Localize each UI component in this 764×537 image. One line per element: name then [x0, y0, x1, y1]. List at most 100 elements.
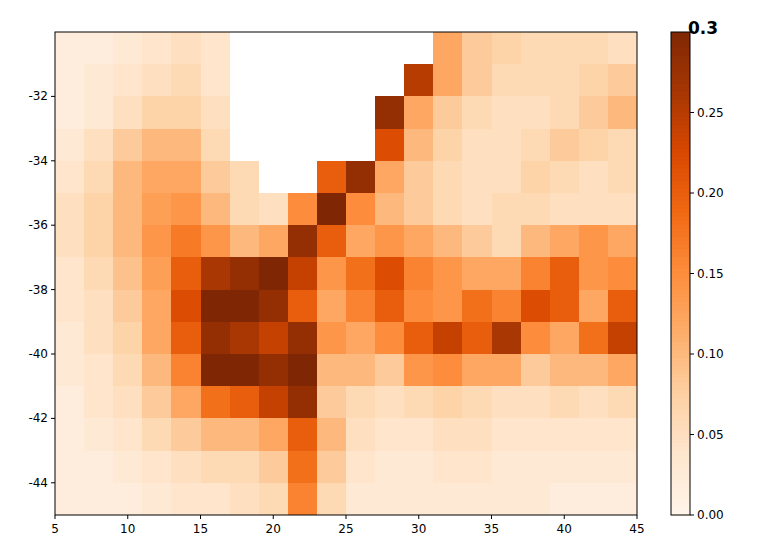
colorbar-step: [671, 503, 690, 508]
heat-cell: [550, 290, 580, 323]
y-tick: [51, 289, 55, 290]
heat-cell: [404, 354, 434, 387]
y-tick-label: -38: [28, 283, 48, 297]
colorbar-step: [671, 487, 690, 492]
heat-cell: [462, 322, 492, 355]
colorbar-step: [671, 326, 690, 331]
colorbar-frame: [671, 32, 690, 515]
heat-cell: [521, 418, 551, 451]
x-tick-label: 35: [484, 522, 499, 536]
heat-cell: [492, 483, 522, 515]
colorbar-step: [671, 406, 690, 411]
heat-cell: [550, 451, 580, 484]
colorbar-step: [671, 117, 690, 122]
heat-cell: [492, 354, 522, 387]
heat-cell: [113, 129, 143, 162]
heat-cell: [433, 386, 463, 419]
x-tick-label: 45: [629, 522, 644, 536]
heat-cell: [171, 290, 201, 323]
colorbar-step: [671, 100, 690, 105]
colorbar-step: [671, 463, 690, 468]
colorbar-step: [671, 84, 690, 89]
heat-cell: [317, 483, 347, 515]
heat-cell: [259, 322, 289, 355]
colorbar-step: [671, 265, 690, 270]
heat-cell: [462, 354, 492, 387]
heat-cell: [84, 290, 114, 323]
heat-cell: [462, 64, 492, 97]
colorbar-tick: [690, 354, 694, 355]
heat-cell: [608, 129, 637, 162]
heat-cell: [142, 96, 172, 129]
heat-cell: [201, 161, 231, 194]
colorbar-step: [671, 370, 690, 375]
colorbar-step: [671, 390, 690, 395]
colorbar-step: [671, 507, 690, 512]
heat-cell: [579, 418, 609, 451]
heat-cell: [55, 64, 85, 97]
colorbar-step: [671, 108, 690, 113]
heat-cell: [142, 354, 172, 387]
colorbar-step: [671, 455, 690, 460]
heat-cell: [608, 161, 637, 194]
colorbar-step: [671, 310, 690, 315]
heat-cell: [142, 129, 172, 162]
y-tick-label: -34: [28, 154, 48, 168]
colorbar-step: [671, 96, 690, 101]
heat-cell: [259, 483, 289, 515]
colorbar-step: [671, 354, 690, 359]
heat-cell: [317, 418, 347, 451]
heat-cell: [492, 322, 522, 355]
x-tick: [55, 515, 56, 519]
heat-cell: [346, 483, 376, 515]
heat-cell: [171, 322, 201, 355]
colorbar-step: [671, 241, 690, 246]
colorbar-step: [671, 459, 690, 464]
colorbar-step: [671, 229, 690, 234]
heat-cell: [521, 290, 551, 323]
heat-cell: [201, 96, 231, 129]
heat-cell: [288, 290, 318, 323]
heat-cell: [375, 322, 405, 355]
x-tick: [637, 515, 638, 519]
heat-cell: [404, 322, 434, 355]
heat-cell: [84, 193, 114, 226]
colorbar-step: [671, 153, 690, 158]
colorbar-step: [671, 68, 690, 73]
heat-cell: [113, 64, 143, 97]
heat-cell: [259, 386, 289, 419]
colorbar-tick-label: 0.3: [688, 18, 718, 38]
heat-cell: [375, 483, 405, 515]
heat-cell: [55, 418, 85, 451]
colorbar-tick: [690, 273, 694, 274]
colorbar-step: [671, 439, 690, 444]
heat-cell: [142, 32, 172, 65]
heat-cell: [317, 354, 347, 387]
colorbar-step: [671, 382, 690, 387]
colorbar-step: [671, 40, 690, 45]
heat-cell: [404, 386, 434, 419]
heat-cell: [113, 290, 143, 323]
heat-cell: [579, 161, 609, 194]
colorbar-step: [671, 225, 690, 230]
heat-cell: [317, 225, 347, 258]
heat-cell: [433, 483, 463, 515]
colorbar-step: [671, 213, 690, 218]
colorbar-step: [671, 422, 690, 427]
heat-cell: [550, 418, 580, 451]
heat-cell: [433, 290, 463, 323]
heat-cell: [579, 193, 609, 226]
heat-cell: [84, 386, 114, 419]
colorbar-tick: [690, 434, 694, 435]
heat-cell: [404, 64, 434, 97]
heat-cell: [492, 290, 522, 323]
colorbar-step: [671, 104, 690, 109]
colorbar-tick-label: 0.15: [697, 267, 724, 281]
heat-cell: [608, 418, 637, 451]
heat-cell: [230, 322, 260, 355]
heat-cell: [288, 322, 318, 355]
heat-cell: [201, 32, 231, 65]
colorbar-step: [671, 149, 690, 154]
heat-cell: [113, 354, 143, 387]
heat-cell: [579, 129, 609, 162]
